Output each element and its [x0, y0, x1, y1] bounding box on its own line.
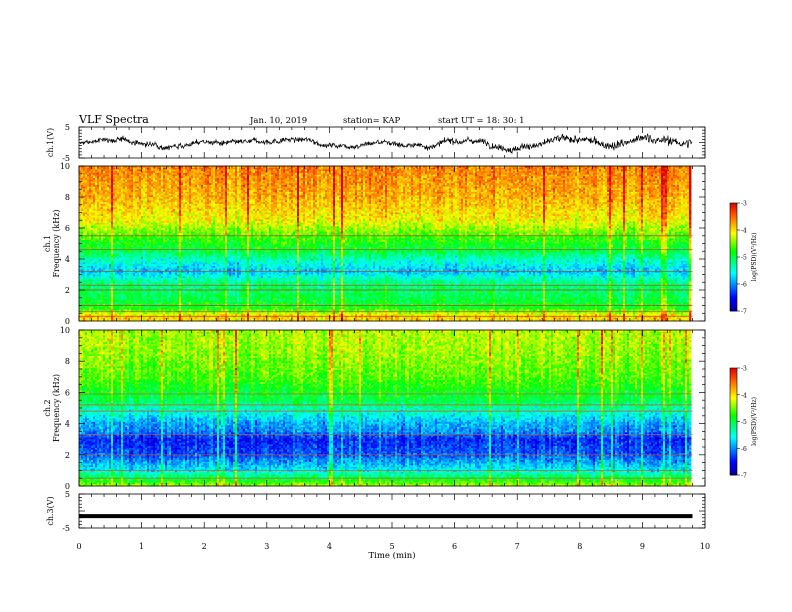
- spectrogram-image: [79, 166, 691, 321]
- y-tick-label: 5: [65, 123, 70, 132]
- ch1-waveform-ylabel: ch.1(V): [46, 128, 55, 157]
- vlf-spectra-figure: VLF Spectra Jan. 10, 2019 station= KAP s…: [0, 0, 792, 612]
- start-time-label: start UT = 18: 30: 1: [438, 116, 525, 126]
- ch1-waveform-panel: 5-5ch.1(V): [46, 123, 705, 163]
- date-label: Jan. 10, 2019: [249, 116, 307, 126]
- ch1-waveform-trace: [80, 134, 692, 153]
- station-label: station= KAP: [343, 116, 401, 126]
- figure-title: VLF Spectra: [78, 113, 149, 126]
